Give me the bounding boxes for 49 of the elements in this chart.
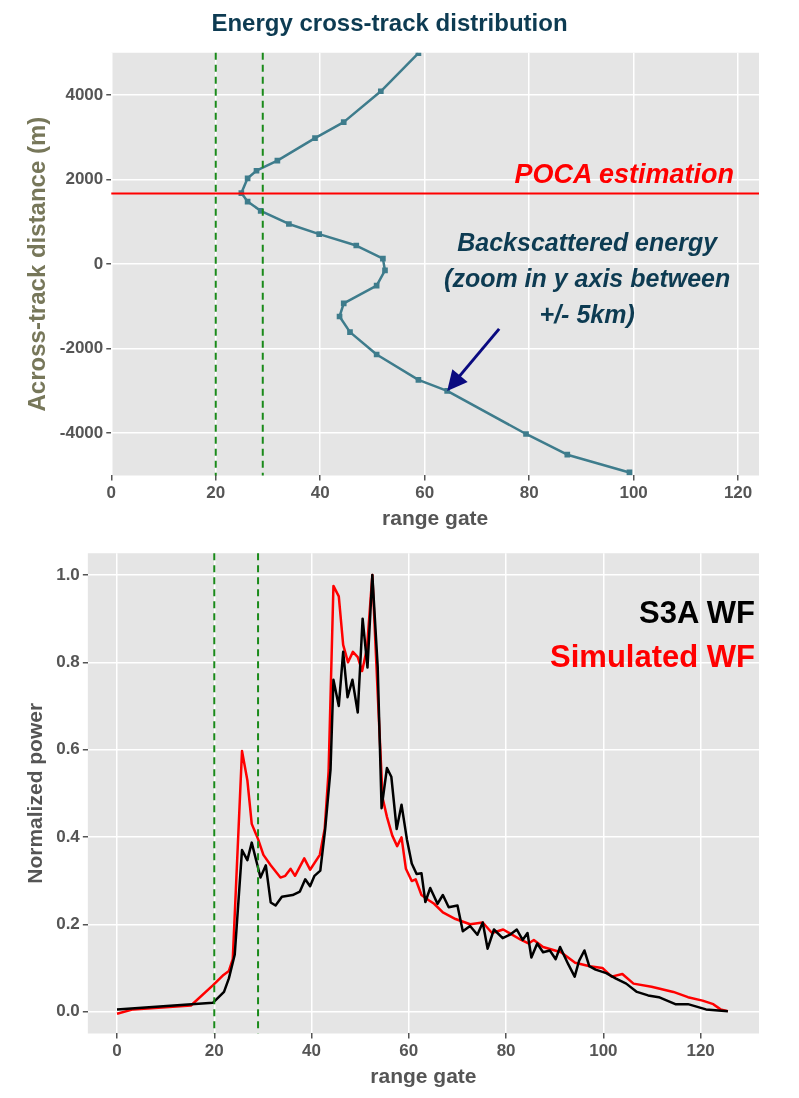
annotation: Backscattered energy (zoom in y axis between +/- 5km) [444, 227, 731, 328]
y-tick-label: -2000 [59, 338, 104, 358]
point [347, 329, 353, 335]
y-tick-label: 0 [93, 253, 104, 273]
point [340, 300, 347, 307]
point [523, 431, 529, 437]
x-tick-label: 0 [112, 1041, 122, 1061]
point [316, 231, 323, 237]
x-tick-label: 120 [723, 483, 753, 503]
x-axis-title: range gate [382, 506, 489, 530]
x-tick-label: 60 [399, 1041, 419, 1061]
point [415, 377, 422, 383]
y-tick-label: 4000 [65, 84, 104, 104]
x-tick-label: 100 [589, 1041, 618, 1061]
x-axis-title: range gate [370, 1064, 477, 1088]
y-tick-label: 0.4 [56, 826, 81, 846]
x-tick-label: 20 [204, 1041, 224, 1061]
y-tick-label: 0.6 [56, 739, 80, 759]
x-tick-label: 80 [496, 1041, 516, 1061]
x-tick-label: 40 [302, 1041, 322, 1061]
point [353, 242, 360, 249]
y-axis-title: Normalized power [23, 702, 47, 884]
x-tick-label: 60 [415, 483, 435, 503]
x-tick-label: 20 [206, 483, 226, 503]
point [377, 88, 384, 95]
point [564, 451, 571, 458]
point [244, 175, 251, 182]
y-tick-label: 0.2 [56, 913, 80, 933]
point [340, 119, 347, 125]
y-tick-label: 0.8 [56, 652, 80, 672]
y-tick-label: -4000 [59, 422, 104, 442]
point [382, 267, 388, 274]
text: Simulated WF [550, 639, 755, 675]
point [312, 135, 318, 141]
y-axis-title: Across-track distance (m) [23, 116, 51, 412]
y-tick-label: 2000 [65, 169, 104, 189]
text: S3A WF [639, 595, 755, 631]
point [286, 221, 292, 227]
ref-line-label: POCA estimation [514, 159, 734, 190]
point [380, 255, 386, 262]
y-tick-label: 0.0 [56, 1001, 80, 1021]
y-tick-label: 1.0 [56, 564, 80, 584]
x-tick-label: 0 [106, 483, 117, 503]
x-tick-label: 100 [619, 483, 648, 503]
x-tick-label: 120 [686, 1041, 715, 1061]
chart-title: Energy cross-track distribution [211, 9, 568, 37]
x-tick-label: 40 [310, 483, 330, 503]
point [253, 167, 260, 174]
x-tick-label: 80 [519, 483, 539, 503]
